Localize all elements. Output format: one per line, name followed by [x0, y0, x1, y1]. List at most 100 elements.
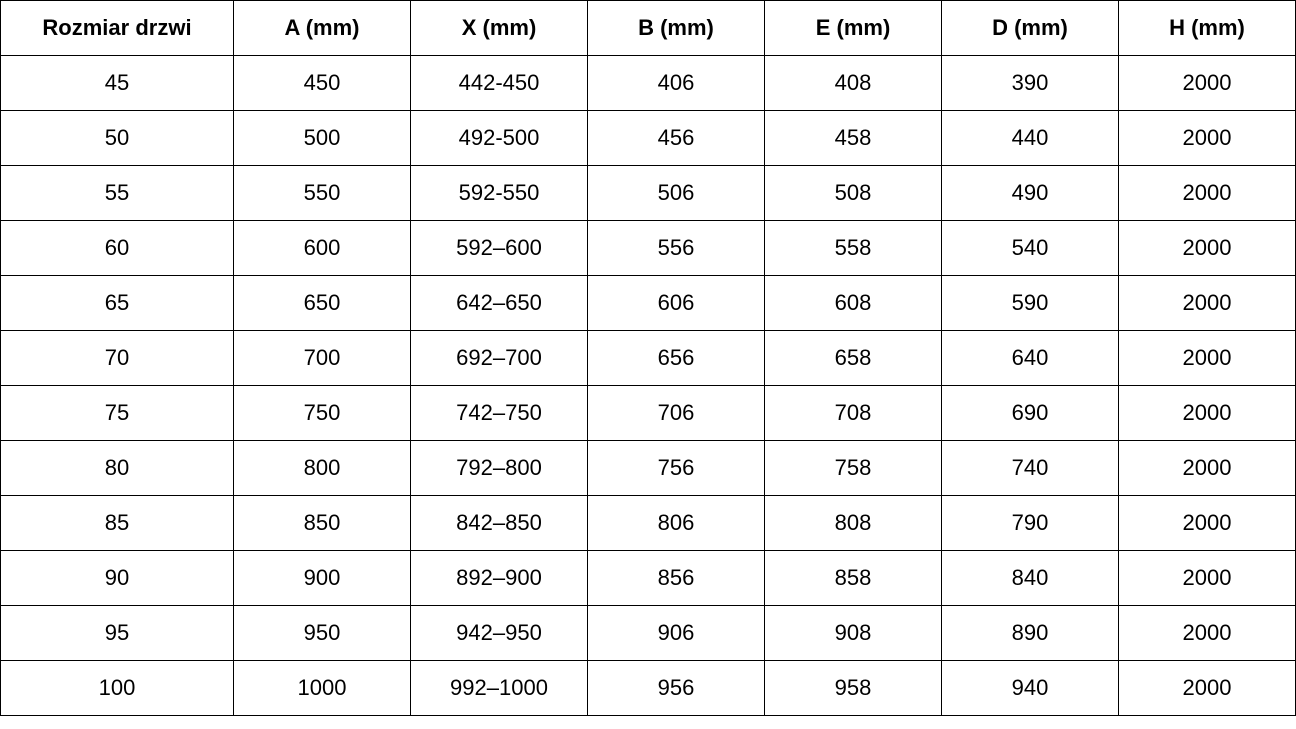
table-cell: 942–950 — [410, 605, 588, 661]
column-header: B (mm) — [587, 0, 765, 56]
table-cell: 60 — [0, 220, 234, 276]
table-body: 45 450 442-450 406 408 390 2000 50 500 492-500 456… — [0, 55, 1296, 716]
table-cell: 408 — [764, 55, 942, 111]
table-row: 75 750 742–750 706 708 690 2000 — [0, 385, 1296, 441]
table-cell: 390 — [941, 55, 1119, 111]
table-cell: 80 — [0, 440, 234, 496]
column-header: E (mm) — [764, 0, 942, 56]
table-cell: 700 — [233, 330, 411, 386]
table-cell: 800 — [233, 440, 411, 496]
table-cell: 500 — [233, 110, 411, 166]
table-cell: 892–900 — [410, 550, 588, 606]
table-cell: 708 — [764, 385, 942, 441]
table-cell: 2000 — [1118, 55, 1296, 111]
table-row: 80 800 792–800 756 758 740 2000 — [0, 440, 1296, 496]
table-cell: 908 — [764, 605, 942, 661]
table-cell: 740 — [941, 440, 1119, 496]
table-cell: 456 — [587, 110, 765, 166]
table-cell: 2000 — [1118, 330, 1296, 386]
column-header: H (mm) — [1118, 0, 1296, 56]
table-header: Rozmiar drzwi A (mm) X (mm) B (mm) E (mm) D (… — [0, 0, 1296, 56]
table-cell: 2000 — [1118, 440, 1296, 496]
table-cell: 592–600 — [410, 220, 588, 276]
table-cell: 550 — [233, 165, 411, 221]
table-cell: 2000 — [1118, 605, 1296, 661]
table-cell: 442-450 — [410, 55, 588, 111]
table-cell: 692–700 — [410, 330, 588, 386]
table-cell: 956 — [587, 660, 765, 716]
table-cell: 50 — [0, 110, 234, 166]
table-cell: 850 — [233, 495, 411, 551]
table-row: 85 850 842–850 806 808 790 2000 — [0, 495, 1296, 551]
table-cell: 992–1000 — [410, 660, 588, 716]
table-cell: 808 — [764, 495, 942, 551]
table-row: 90 900 892–900 856 858 840 2000 — [0, 550, 1296, 606]
table-cell: 540 — [941, 220, 1119, 276]
table-cell: 440 — [941, 110, 1119, 166]
table-cell: 890 — [941, 605, 1119, 661]
table-cell: 2000 — [1118, 110, 1296, 166]
table-cell: 958 — [764, 660, 942, 716]
table-cell: 558 — [764, 220, 942, 276]
table-cell: 658 — [764, 330, 942, 386]
table-cell: 756 — [587, 440, 765, 496]
table-cell: 750 — [233, 385, 411, 441]
table-cell: 85 — [0, 495, 234, 551]
table-cell: 790 — [941, 495, 1119, 551]
table-cell: 600 — [233, 220, 411, 276]
table-row: 45 450 442-450 406 408 390 2000 — [0, 55, 1296, 111]
column-header: X (mm) — [410, 0, 588, 56]
table-cell: 1000 — [233, 660, 411, 716]
table-cell: 590 — [941, 275, 1119, 331]
table-cell: 900 — [233, 550, 411, 606]
table-cell: 450 — [233, 55, 411, 111]
table-cell: 592-550 — [410, 165, 588, 221]
table-cell: 490 — [941, 165, 1119, 221]
table-cell: 2000 — [1118, 275, 1296, 331]
table-cell: 842–850 — [410, 495, 588, 551]
header-row: Rozmiar drzwi A (mm) X (mm) B (mm) E (mm) D (… — [0, 0, 1296, 56]
table-cell: 856 — [587, 550, 765, 606]
table-cell: 55 — [0, 165, 234, 221]
table-cell: 2000 — [1118, 220, 1296, 276]
table-cell: 690 — [941, 385, 1119, 441]
table-cell: 656 — [587, 330, 765, 386]
table-row: 70 700 692–700 656 658 640 2000 — [0, 330, 1296, 386]
table-cell: 792–800 — [410, 440, 588, 496]
column-header: Rozmiar drzwi — [0, 0, 234, 56]
table-cell: 742–750 — [410, 385, 588, 441]
table-cell: 65 — [0, 275, 234, 331]
table-cell: 806 — [587, 495, 765, 551]
table-cell: 506 — [587, 165, 765, 221]
column-header: A (mm) — [233, 0, 411, 56]
table-cell: 45 — [0, 55, 234, 111]
table-cell: 2000 — [1118, 660, 1296, 716]
table-cell: 858 — [764, 550, 942, 606]
table-cell: 650 — [233, 275, 411, 331]
table-cell: 90 — [0, 550, 234, 606]
table-cell: 640 — [941, 330, 1119, 386]
table-row: 55 550 592-550 506 508 490 2000 — [0, 165, 1296, 221]
table-cell: 906 — [587, 605, 765, 661]
table-row: 100 1000 992–1000 956 958 940 2000 — [0, 660, 1296, 716]
table-row: 50 500 492-500 456 458 440 2000 — [0, 110, 1296, 166]
table-cell: 606 — [587, 275, 765, 331]
table-cell: 75 — [0, 385, 234, 441]
table-cell: 508 — [764, 165, 942, 221]
table-cell: 642–650 — [410, 275, 588, 331]
table-cell: 950 — [233, 605, 411, 661]
table-cell: 840 — [941, 550, 1119, 606]
table-cell: 406 — [587, 55, 765, 111]
table-cell: 2000 — [1118, 385, 1296, 441]
table-cell: 2000 — [1118, 495, 1296, 551]
table-cell: 2000 — [1118, 550, 1296, 606]
table-row: 60 600 592–600 556 558 540 2000 — [0, 220, 1296, 276]
table-cell: 706 — [587, 385, 765, 441]
table-cell: 95 — [0, 605, 234, 661]
table-row: 95 950 942–950 906 908 890 2000 — [0, 605, 1296, 661]
table-cell: 940 — [941, 660, 1119, 716]
table-cell: 758 — [764, 440, 942, 496]
table-row: 65 650 642–650 606 608 590 2000 — [0, 275, 1296, 331]
table-cell: 492-500 — [410, 110, 588, 166]
